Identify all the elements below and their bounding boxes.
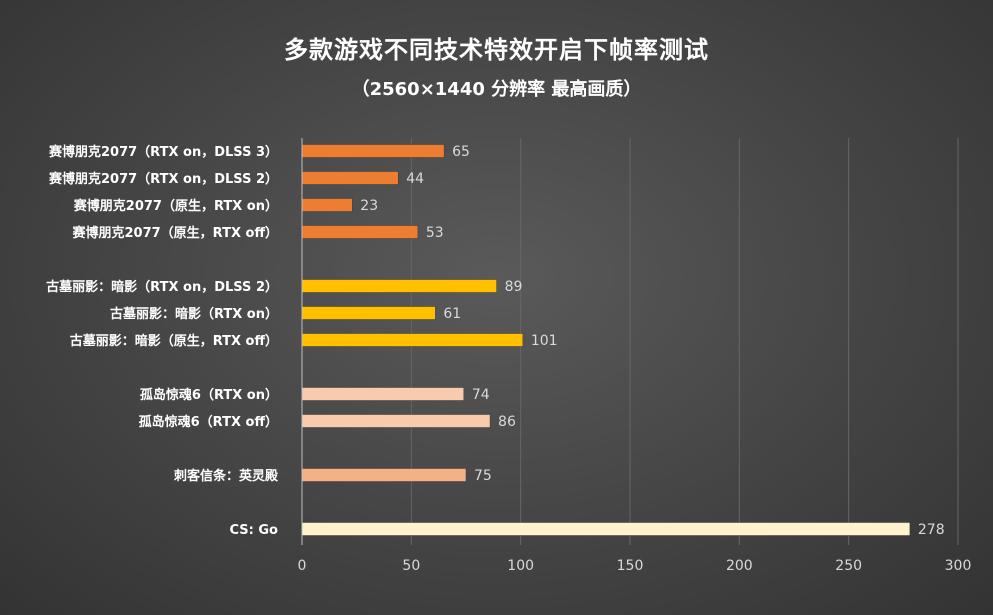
value-label: 44 [406, 171, 424, 187]
bar [301, 144, 445, 158]
x-tick-label: 150 [617, 558, 644, 574]
chart-subtitle: （2560×1440 分辨率 最高画质） [351, 79, 642, 100]
bar [301, 225, 419, 239]
category-label: 孤岛惊魂6（RTX on） [140, 387, 278, 403]
bar [301, 306, 436, 320]
bar [301, 333, 524, 347]
bar [301, 279, 497, 293]
value-label: 61 [443, 306, 461, 322]
bar [301, 522, 911, 536]
bar [301, 387, 465, 401]
bar [301, 468, 467, 482]
category-label: 古墓丽影：暗影（RTX on，DLSS 2） [46, 279, 278, 295]
value-label: 89 [505, 279, 523, 295]
value-label: 65 [452, 144, 470, 160]
value-label: 86 [498, 414, 516, 430]
x-tick-label: 200 [726, 558, 753, 574]
category-label: 赛博朋克2077（RTX on，DLSS 3） [48, 144, 278, 160]
chart-title: 多款游戏不同技术特效开启下帧率测试 [284, 36, 709, 64]
x-tick-label: 300 [945, 558, 972, 574]
x-tick-label: 50 [402, 558, 420, 574]
x-tick-label: 250 [835, 558, 862, 574]
category-label: 赛博朋克2077（RTX on，DLSS 2） [48, 171, 278, 187]
category-label: 赛博朋克2077（原生，RTX on） [73, 198, 278, 214]
x-tick-label: 0 [298, 558, 307, 574]
value-label: 278 [918, 522, 945, 538]
bar [301, 171, 399, 185]
x-tick-label: 100 [507, 558, 534, 574]
value-label: 75 [474, 468, 492, 484]
category-label: 刺客信条：英灵殿 [174, 468, 279, 484]
value-label: 74 [472, 387, 490, 403]
category-label: CS: Go [230, 523, 279, 538]
category-label: 孤岛惊魂6（RTX off） [139, 414, 278, 430]
value-label: 23 [360, 198, 378, 214]
category-label: 赛博朋克2077（原生，RTX off） [72, 225, 279, 241]
value-label: 53 [426, 225, 444, 241]
bar [301, 414, 491, 428]
bar [301, 198, 353, 212]
category-label: 古墓丽影：暗影（原生，RTX off） [70, 333, 278, 349]
category-label: 古墓丽影：暗影（RTX on） [110, 306, 278, 322]
value-label: 101 [531, 333, 558, 349]
